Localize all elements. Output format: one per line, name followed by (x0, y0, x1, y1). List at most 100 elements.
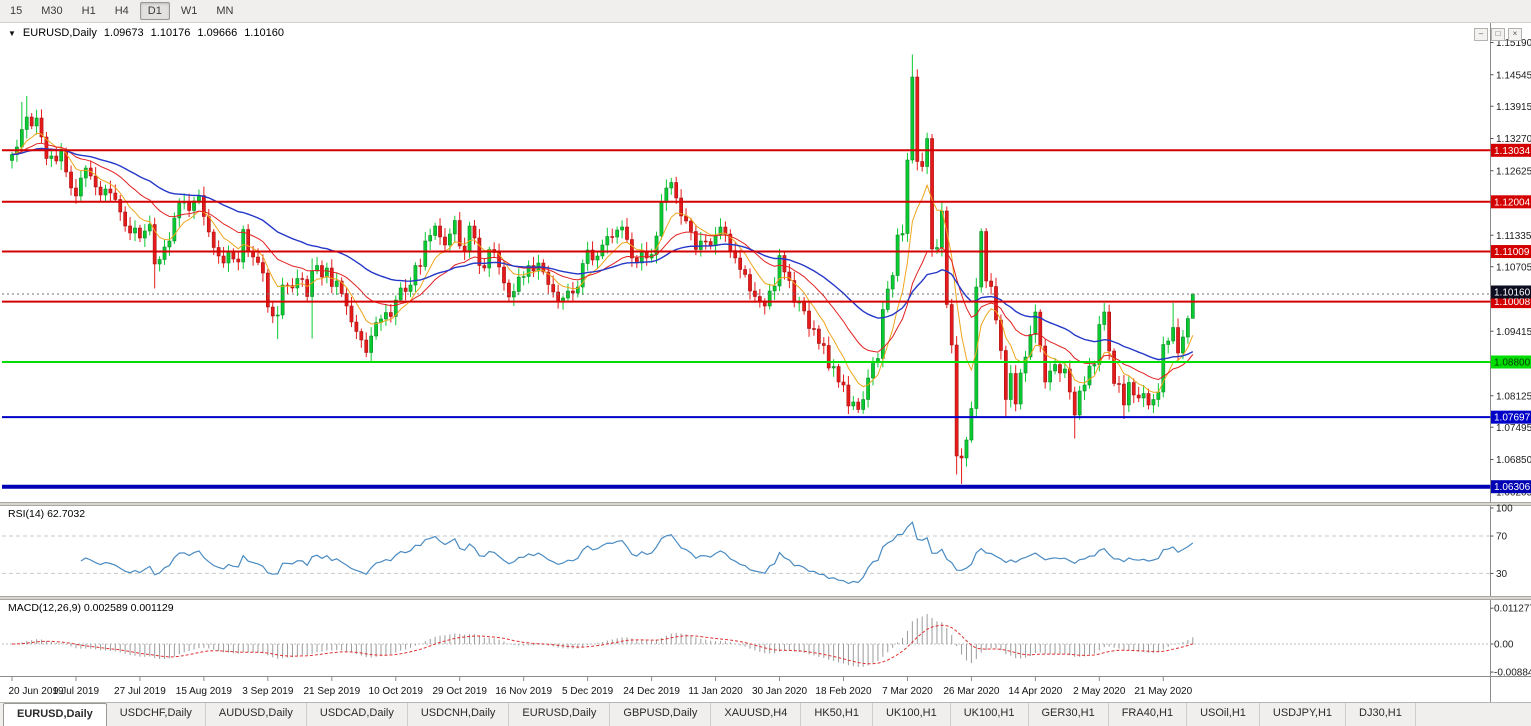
candle[interactable] (1157, 383, 1160, 407)
candle[interactable] (699, 232, 702, 257)
candle[interactable] (443, 228, 446, 252)
candle[interactable] (222, 247, 225, 268)
candle[interactable] (985, 228, 988, 288)
candle[interactable] (980, 229, 983, 293)
candle[interactable] (128, 217, 131, 240)
candle[interactable] (419, 259, 422, 275)
chart-tab-usoil-h1-13[interactable]: USOil,H1 (1187, 703, 1260, 726)
candle[interactable] (955, 336, 958, 474)
timeframe-button-15[interactable]: 15 (2, 2, 30, 20)
candle[interactable] (866, 369, 869, 407)
candle[interactable] (970, 402, 973, 443)
candle[interactable] (50, 151, 53, 167)
timeframe-button-h1[interactable]: H1 (74, 2, 104, 20)
candle[interactable] (739, 250, 742, 279)
candle[interactable] (414, 262, 417, 292)
symbol-dropdown-icon[interactable]: ▼ (8, 28, 16, 39)
candle[interactable] (566, 284, 569, 302)
candle[interactable] (1162, 337, 1165, 398)
candle[interactable] (857, 398, 860, 413)
timeframe-button-mn[interactable]: MN (208, 2, 241, 20)
candle[interactable] (384, 304, 387, 326)
chart-tab-usdcad-daily-3[interactable]: USDCAD,Daily (307, 703, 408, 726)
candle[interactable] (625, 218, 628, 243)
candle[interactable] (729, 229, 732, 258)
candle[interactable] (576, 281, 579, 298)
candle[interactable] (960, 448, 963, 484)
candle[interactable] (1132, 378, 1135, 403)
candle[interactable] (1167, 338, 1170, 354)
candle[interactable] (40, 109, 43, 143)
candle[interactable] (1034, 304, 1037, 343)
candle[interactable] (591, 241, 594, 265)
candle[interactable] (370, 327, 373, 362)
candle[interactable] (138, 225, 141, 242)
candle[interactable] (360, 329, 363, 348)
candle[interactable] (847, 376, 850, 414)
candle[interactable] (1083, 376, 1086, 400)
candle[interactable] (1024, 351, 1027, 382)
candle[interactable] (483, 258, 486, 271)
candle[interactable] (173, 212, 176, 244)
candle[interactable] (906, 153, 909, 242)
candle[interactable] (965, 437, 968, 467)
candle[interactable] (502, 260, 505, 290)
candle[interactable] (409, 277, 412, 297)
candle[interactable] (675, 177, 678, 204)
timeframe-button-w1[interactable]: W1 (173, 2, 206, 20)
minimize-icon[interactable]: – (1474, 28, 1488, 41)
candle[interactable] (493, 242, 496, 257)
chart-tab-usdcnh-daily-4[interactable]: USDCNH,Daily (408, 703, 510, 726)
candle[interactable] (911, 55, 914, 164)
candle[interactable] (286, 282, 289, 294)
candle[interactable] (30, 113, 33, 129)
candle[interactable] (1058, 361, 1061, 382)
candle[interactable] (74, 179, 77, 204)
candle[interactable] (876, 353, 879, 367)
candle[interactable] (25, 96, 28, 138)
candle[interactable] (842, 375, 845, 393)
candle[interactable] (773, 277, 776, 300)
candle[interactable] (1117, 376, 1120, 393)
candle[interactable] (1078, 386, 1081, 420)
candle[interactable] (325, 263, 328, 284)
candle[interactable] (320, 261, 323, 286)
candle[interactable] (616, 226, 619, 243)
candle[interactable] (133, 220, 136, 241)
chart-tab-uk100-h1-10[interactable]: UK100,H1 (951, 703, 1029, 726)
candle[interactable] (630, 232, 633, 266)
candle[interactable] (1142, 385, 1145, 407)
candle[interactable] (803, 297, 806, 315)
candle[interactable] (1152, 394, 1155, 413)
chart-tab-audusd-daily-2[interactable]: AUDUSD,Daily (206, 703, 307, 726)
candle[interactable] (1004, 346, 1007, 418)
candle[interactable] (852, 396, 855, 410)
candle[interactable] (355, 315, 358, 339)
chart-tab-usdjpy-h1-14[interactable]: USDJPY,H1 (1260, 703, 1346, 726)
macd-pane[interactable] (2, 614, 1491, 667)
candle[interactable] (1127, 376, 1130, 412)
candle[interactable] (1122, 375, 1125, 419)
chart-tab-dj30-h1-15[interactable]: DJ30,H1 (1346, 703, 1416, 726)
candle[interactable] (680, 189, 683, 225)
candle[interactable] (315, 257, 318, 274)
candle[interactable] (926, 133, 929, 174)
candle[interactable] (1053, 358, 1056, 374)
candle[interactable] (394, 295, 397, 325)
candle[interactable] (714, 227, 717, 254)
candle[interactable] (1009, 365, 1012, 408)
candle[interactable] (606, 228, 609, 254)
candle[interactable] (1014, 365, 1017, 411)
candle[interactable] (306, 276, 309, 302)
candle[interactable] (99, 181, 102, 202)
candle[interactable] (266, 269, 269, 313)
candle[interactable] (862, 391, 865, 414)
candle[interactable] (704, 234, 707, 249)
candle[interactable] (463, 238, 466, 260)
chart-tab-uk100-h1-9[interactable]: UK100,H1 (873, 703, 951, 726)
candle[interactable] (709, 238, 712, 249)
candle[interactable] (232, 248, 235, 262)
candle[interactable] (620, 220, 623, 238)
candle[interactable] (571, 282, 574, 302)
